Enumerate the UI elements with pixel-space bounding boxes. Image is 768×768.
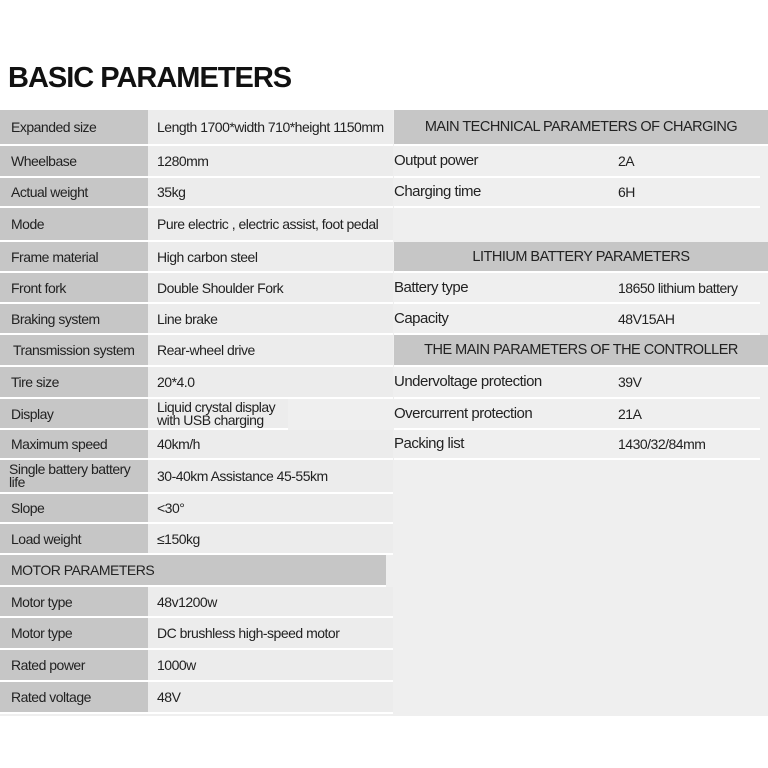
- spec-label: Charging time: [394, 178, 618, 208]
- spec-label: Capacity: [394, 304, 618, 335]
- spec-label: Transmission system: [0, 335, 148, 367]
- spec-value: Double Shoulder Fork: [148, 273, 393, 304]
- spec-label: Display: [0, 399, 148, 430]
- spec-value: 30-40km Assistance 45-55km: [148, 460, 393, 494]
- spec-value: 48V15AH: [618, 304, 760, 335]
- spec-label: Expanded size: [0, 110, 148, 146]
- spec-value: ≤150kg: [148, 524, 393, 555]
- spec-label: Motor type: [0, 587, 148, 618]
- spec-label: Rated power: [0, 650, 148, 682]
- spec-value: Length 1700*width 710*height 1150mm: [148, 110, 393, 146]
- spec-label: Wheelbase: [0, 146, 148, 178]
- spec-value: Liquid crystal display with USB charging: [148, 399, 288, 430]
- controller-section-header: THE MAIN PARAMETERS OF THE CONTROLLER: [394, 335, 768, 367]
- spec-label: Braking system: [0, 304, 148, 335]
- spec-label: Undervoltage protection: [394, 367, 618, 399]
- spec-value: DC brushless high-speed motor: [148, 618, 393, 650]
- spec-label: Tire size: [0, 367, 148, 399]
- motor-section-header: MOTOR PARAMETERS: [0, 555, 386, 587]
- spec-value: 18650 lithium battery: [618, 273, 760, 304]
- spec-value: 40km/h: [148, 430, 393, 460]
- page-title: BASIC PARAMETERS: [8, 62, 292, 94]
- spec-value: Pure electric , electric assist, foot pe…: [148, 208, 393, 242]
- spec-label: Output power: [394, 146, 618, 178]
- spec-value: 6H: [618, 178, 760, 208]
- spec-value: 20*4.0: [148, 367, 393, 399]
- spec-value: 1430/32/84mm: [618, 430, 760, 460]
- spec-label: Maximum speed: [0, 430, 148, 460]
- spec-label: Packing list: [394, 430, 618, 460]
- spec-value: Line brake: [148, 304, 393, 335]
- spec-label: Single battery battery life: [0, 460, 148, 494]
- spec-value: 39V: [618, 367, 760, 399]
- spec-table: Expanded size Length 1700*width 710*heigh…: [0, 110, 768, 716]
- spec-label: Load weight: [0, 524, 148, 555]
- charging-section-header: MAIN TECHNICAL PARAMETERS OF CHARGING: [394, 110, 768, 146]
- spec-value: 2A: [618, 146, 760, 178]
- spec-label: Actual weight: [0, 178, 148, 208]
- spec-value: 21A: [618, 399, 760, 430]
- spec-value: 48v1200w: [148, 587, 393, 618]
- spec-label: Front fork: [0, 273, 148, 304]
- spec-label: Overcurrent protection: [394, 399, 618, 430]
- spec-label: Battery type: [394, 273, 618, 304]
- spec-value: 48V: [148, 682, 393, 714]
- spec-value: 1000w: [148, 650, 393, 682]
- spec-value: <30°: [148, 494, 393, 524]
- spec-value: 1280mm: [148, 146, 393, 178]
- spec-label: Frame material: [0, 242, 148, 273]
- spec-value: High carbon steel: [148, 242, 393, 273]
- spec-label: Rated voltage: [0, 682, 148, 714]
- spec-label: Motor type: [0, 618, 148, 650]
- spec-value: 35kg: [148, 178, 393, 208]
- battery-section-header: LITHIUM BATTERY PARAMETERS: [394, 242, 768, 273]
- spec-value: Rear-wheel drive: [148, 335, 393, 367]
- spec-label: Slope: [0, 494, 148, 524]
- spec-label: Mode: [0, 208, 148, 242]
